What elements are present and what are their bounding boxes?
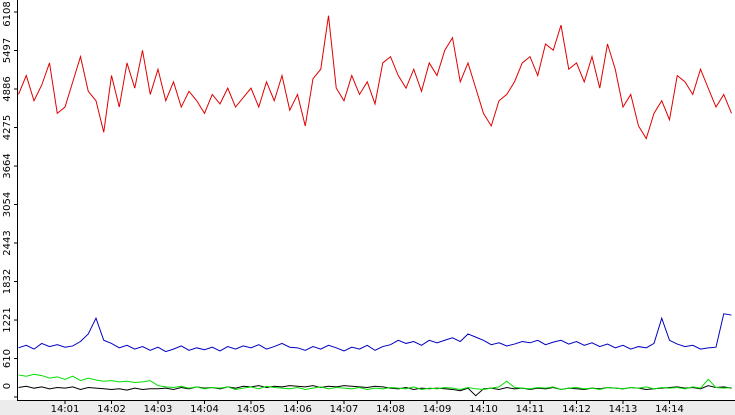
x-tick-label: 14:04 [190,404,219,415]
series-line [18,15,732,140]
x-tick-label: 14:10 [469,404,498,415]
x-tick-label: 14:07 [330,404,359,415]
x-tick-label: 14:09 [423,404,452,415]
y-tick-label: 5497 [2,38,13,63]
y-tick-label: 1221 [2,307,13,332]
x-tick-label: 14:12 [562,404,591,415]
y-tick-label: 610 [2,349,13,368]
y-tick-label: 2443 [2,230,13,255]
x-tick-label: 14:11 [516,404,545,415]
x-tick-label: 14:14 [655,404,684,415]
series-line [18,313,732,353]
x-tick-label: 14:06 [283,404,312,415]
y-tick-label: 3054 [2,192,13,217]
x-tick-label: 14:13 [609,404,638,415]
y-tick-label: 4275 [2,115,13,140]
y-tick-label: 3664 [2,153,13,178]
y-tick-label: 0 [2,383,13,389]
series-line [18,385,732,397]
y-tick-label: 6108 [2,1,13,26]
x-tick-label: 14:03 [144,404,173,415]
y-tick-label: 1832 [2,269,13,294]
series-line [18,373,732,390]
y-tick-label: 4886 [2,76,13,101]
x-tick-label: 14:01 [51,404,80,415]
x-tick-label: 14:05 [237,404,266,415]
x-axis-band [0,400,735,415]
x-tick-label: 14:08 [376,404,405,415]
x-tick-label: 14:02 [97,404,126,415]
